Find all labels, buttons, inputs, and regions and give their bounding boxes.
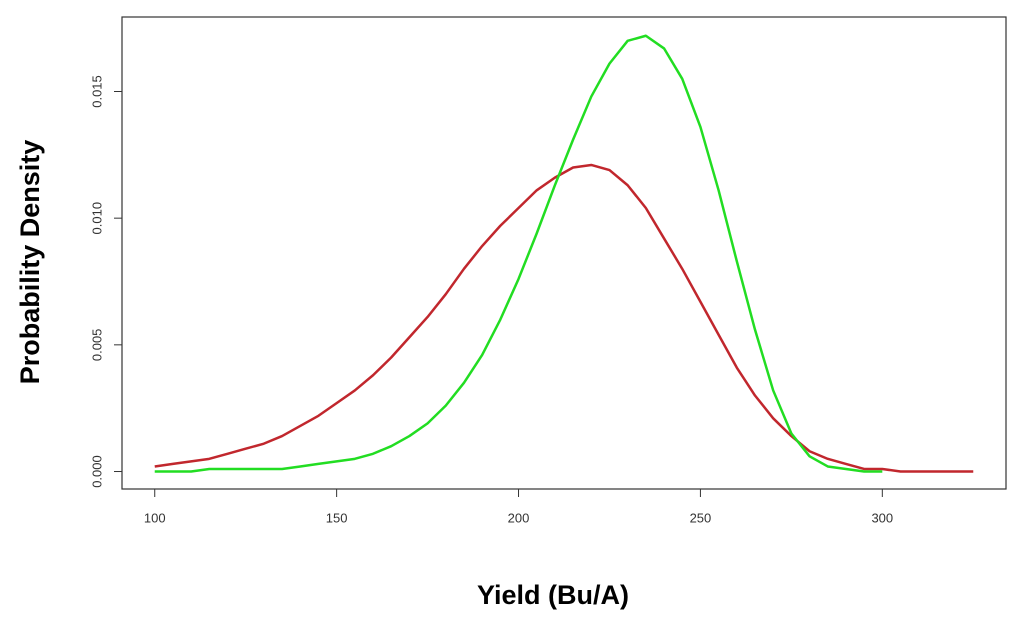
density-line <box>154 34 883 473</box>
x-tick-label: 250 <box>690 510 712 525</box>
y-tick-label: 0.005 <box>89 329 104 362</box>
x-axis-label: Yield (Bu/A) <box>477 580 629 610</box>
x-tick-label: 200 <box>508 510 530 525</box>
x-tick-label: 300 <box>871 510 893 525</box>
y-tick-label: 0.015 <box>89 75 104 108</box>
y-axis-label: Probability Density <box>15 140 45 385</box>
density-line <box>154 163 974 473</box>
y-tick-label: 0.000 <box>89 455 104 488</box>
y-tick-label: 0.010 <box>89 202 104 235</box>
x-tick-label: 150 <box>326 510 348 525</box>
plot-frame <box>121 16 1007 490</box>
x-tick-label: 100 <box>144 510 166 525</box>
